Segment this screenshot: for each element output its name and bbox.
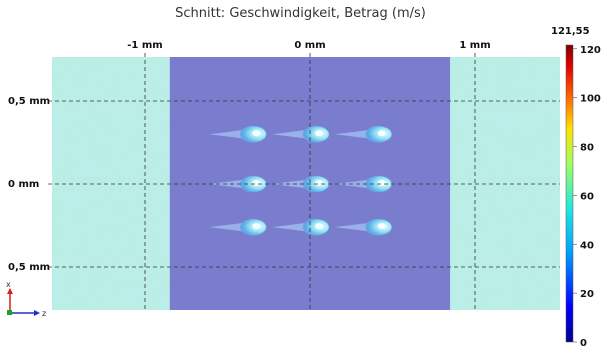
- jet-marker: [334, 218, 393, 236]
- y-tick-label: 0 mm: [8, 179, 39, 190]
- axis-labels-layer: -1 mm 0 mm 1 mm 0,5 mm 0 mm 0,5 mm: [8, 40, 491, 273]
- x-tick-label: 0 mm: [294, 40, 325, 51]
- triad-horizontal-label: z: [42, 309, 46, 318]
- colorbar-tick-label: 80: [580, 143, 594, 154]
- grid-layer: [48, 53, 560, 310]
- jet-marker: [272, 125, 330, 143]
- colorbar-tick-label: 0: [580, 338, 587, 349]
- y-tick-label: 0,5 mm: [8, 262, 50, 273]
- jet-marker: [334, 125, 393, 143]
- axis-triad: x z: [6, 280, 46, 318]
- jet-marker: [209, 218, 267, 236]
- region-texture: [52, 57, 170, 310]
- x-tick-label: -1 mm: [127, 40, 162, 51]
- colorbar-tick-label: 40: [580, 240, 594, 251]
- y-tick-label: 0,5 mm: [8, 96, 50, 107]
- jet-marker: [272, 218, 330, 236]
- colorbar-tick-label: 20: [580, 289, 594, 300]
- colorbar-tick-label: 60: [580, 191, 594, 202]
- jet-marker: [209, 125, 267, 143]
- colorbar-max-label: 121,55: [551, 26, 590, 37]
- colorbar: [565, 44, 574, 343]
- colorbar-ticks: 0 20 40 60 80 100 120: [573, 45, 601, 349]
- region-texture: [450, 57, 560, 310]
- colorbar-tick-label: 100: [580, 94, 601, 105]
- triad-vertical-label: x: [6, 280, 11, 289]
- chart-title: Schnitt: Geschwindigkeit, Betrag (m/s): [175, 6, 426, 21]
- colorbar-tick-label: 120: [580, 45, 601, 56]
- x-tick-label: 1 mm: [459, 40, 490, 51]
